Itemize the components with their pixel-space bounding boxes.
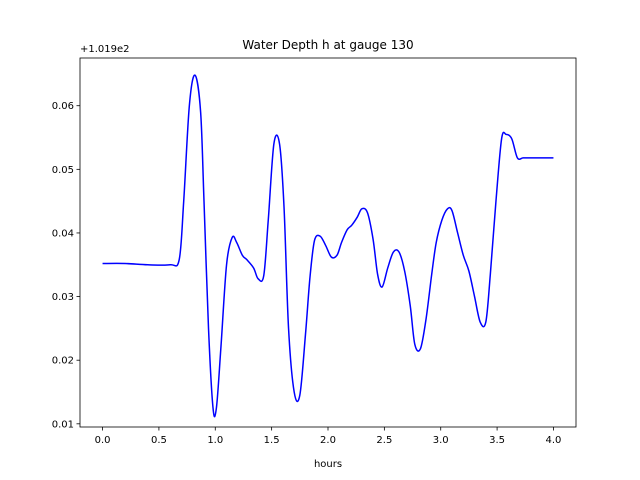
y-tick-label: 0.02 [52, 356, 74, 367]
chart-title: Water Depth h at gauge 130 [242, 38, 413, 52]
x-tick-label: 3.5 [489, 435, 505, 446]
series-layer [102, 74, 554, 418]
y-tick-label: 0.03 [52, 292, 74, 303]
x-axis: 0.0 0.5 1.0 1.5 2.0 2.5 3.0 3.5 4.0 [95, 427, 562, 446]
x-tick-label: 0.0 [95, 435, 111, 446]
y-tick-label: 0.01 [52, 419, 74, 430]
y-tick-label: 0.05 [52, 165, 74, 176]
x-tick-label: 4.0 [546, 435, 562, 446]
y-tick-label: 0.06 [52, 101, 74, 112]
x-tick-label: 1.0 [207, 435, 223, 446]
x-tick-label: 2.5 [376, 435, 392, 446]
y-axis-offset-label: +1.019e2 [80, 44, 130, 55]
plot-frame [79, 57, 577, 428]
x-tick-label: 1.5 [264, 435, 280, 446]
x-axis-label: hours [314, 459, 342, 470]
x-tick-label: 0.5 [151, 435, 167, 446]
series-line [102, 74, 554, 418]
y-tick-label: 0.04 [52, 228, 74, 239]
x-tick-label: 3.0 [433, 435, 449, 446]
plot-area [79, 57, 577, 428]
x-tick-label: 2.0 [320, 435, 336, 446]
y-axis: 0.01 0.02 0.03 0.04 0.05 0.06 [52, 101, 80, 430]
